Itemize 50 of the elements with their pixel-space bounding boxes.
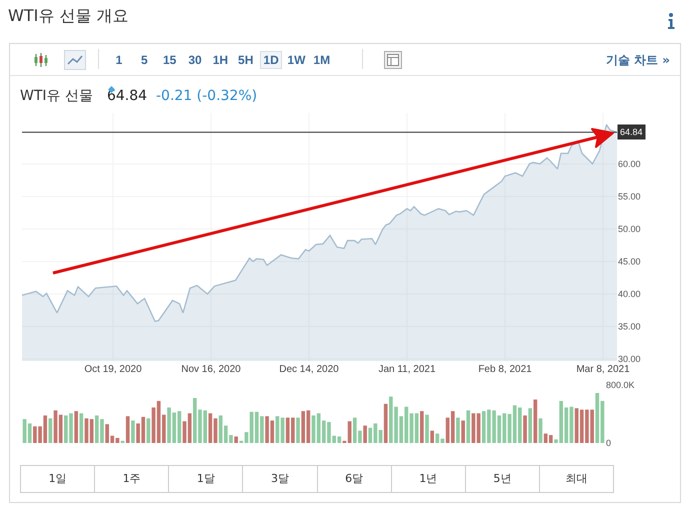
y-tick-label: 50.00 [618,224,641,234]
x-tick-label: Feb 8, 2021 [478,364,532,375]
bar [523,415,527,443]
x-tick-label: Nov 16, 2020 [181,364,242,375]
ref-line-label: 64.84 [620,127,643,137]
y-tick-label: 45.00 [618,256,641,267]
x-tick-label: Oct 19, 2020 [84,364,142,375]
y-tick-label: 60.00 [618,158,641,169]
text: 3달 [243,466,318,492]
text: 최대 [564,471,588,487]
bar [456,418,460,443]
text: 기술 차트 » [606,52,670,69]
bar [296,418,300,443]
text: 1달 [169,466,244,492]
bar [74,411,78,443]
bar [538,418,542,443]
bar [461,420,465,443]
bar [79,413,84,443]
text: -0.21 (-0.32%) [156,88,258,104]
bar [146,418,150,443]
bar [425,414,429,443]
bar [131,420,135,443]
bar [384,404,388,443]
y-tick-label: 30.00 [618,354,641,364]
y-tick-label: 800.0K [606,380,635,390]
y-tick-label: 40.00 [618,289,641,300]
text: 1일 [21,466,96,492]
bar [363,426,367,443]
bar [466,410,470,443]
bar [420,411,424,443]
y-tick-label: 35.00 [618,322,641,332]
bar [430,430,434,443]
text: 6달 [318,466,392,492]
bar [48,418,52,443]
x-tick-label: Jan 11, 2021 [378,364,436,375]
bar [126,416,130,443]
bar [528,408,532,443]
x-tick-label: Mar 8, 2021 [576,364,630,375]
text: 64.84 [106,88,148,104]
text: 1 5 15 30 1H 5H 1D 1W 1M [116,53,330,67]
bar [234,436,238,443]
text: 5년 [466,466,540,492]
chart-title: WTI유 선물 [20,88,93,104]
x-tick-label: Dec 14, 2020 [279,364,340,375]
y-tick-label: 55.00 [618,191,641,202]
text: WTI유 선물 개요 [8,6,128,27]
text: 1년 [392,466,466,492]
y-tick-label: 0 [606,438,612,448]
bar [533,400,538,443]
text: 1주 [95,466,170,492]
